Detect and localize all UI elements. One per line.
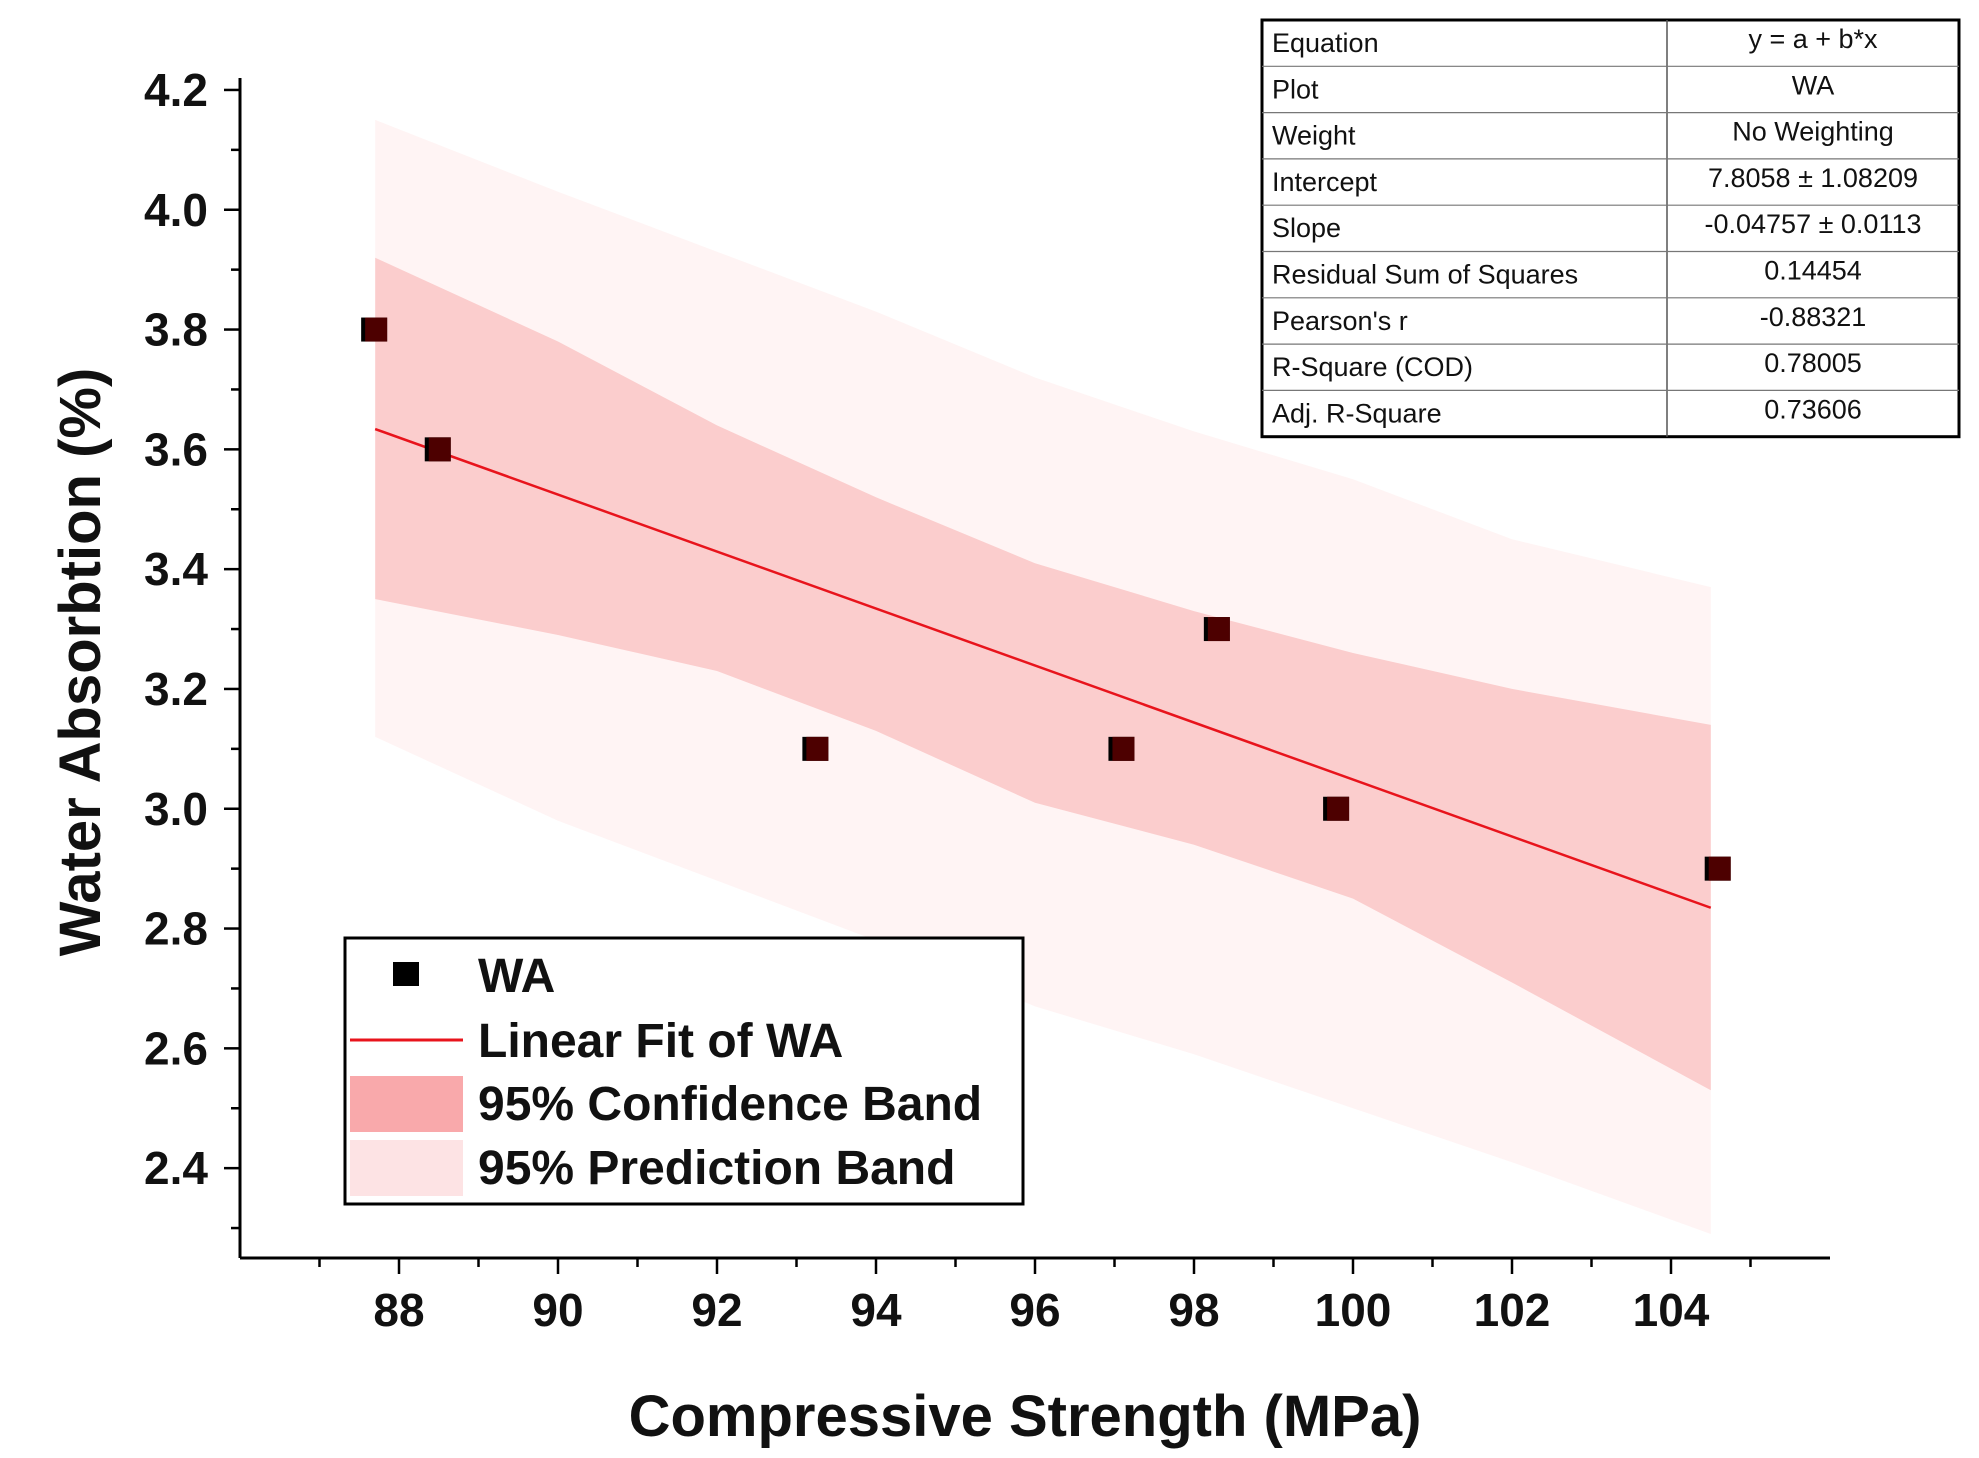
x-tick-label: 100 (1315, 1284, 1392, 1336)
data-point-overlay (365, 317, 388, 342)
y-tick-label: 3.0 (144, 783, 208, 835)
stats-key: Residual Sum of Squares (1272, 260, 1578, 290)
data-point (1108, 736, 1135, 761)
legend-label: 95% Confidence Band (478, 1078, 982, 1131)
y-tick-label: 3.4 (144, 543, 208, 595)
data-point (1203, 617, 1230, 642)
stats-value: No Weighting (1732, 117, 1894, 147)
y-tick-label: 4.2 (144, 64, 208, 116)
y-tick-label: 2.4 (144, 1142, 208, 1194)
axes-layer: 2.4 2.6 2.8 3.0 3.2 3.4 3.6 3.8 4.0 4.2 88 90 92 94 96… (144, 64, 1830, 1336)
stats-key: Adj. R-Square (1272, 398, 1442, 428)
data-point-overlay (806, 736, 829, 761)
stats-value: -0.04757 ± 0.0113 (1705, 209, 1922, 239)
points-layer (361, 317, 1731, 881)
legend-label: WA (478, 950, 555, 1003)
legend-label: Linear Fit of WA (478, 1015, 843, 1068)
stats-value: WA (1792, 70, 1835, 100)
data-point (1704, 856, 1731, 881)
data-point-overlay (1327, 796, 1350, 821)
x-tick-label: 102 (1474, 1284, 1551, 1336)
stats-key: Intercept (1272, 167, 1378, 197)
legend: WA Linear Fit of WA 95% Confidence Band 95%… (343, 936, 1025, 1206)
data-point (802, 736, 829, 761)
stats-value: y = a + b*x (1748, 24, 1878, 54)
stats-value: 0.14454 (1764, 256, 1862, 286)
data-point (361, 317, 388, 342)
x-tick-label: 92 (691, 1284, 742, 1336)
data-point-overlay (428, 437, 451, 462)
data-point-overlay (1708, 856, 1731, 881)
bands-layer (375, 119, 1711, 1234)
stats-table: Equation y = a + b*x Plot WA Weight No Weight… (1260, 18, 1961, 439)
y-tick-label: 3.2 (144, 663, 208, 715)
legend-label: 95% Prediction Band (478, 1142, 955, 1195)
y-tick-label: 4.0 (144, 184, 208, 236)
stats-table-frame (1260, 18, 1961, 439)
fit-layer (374, 427, 1712, 909)
x-tick-label: 90 (532, 1284, 583, 1336)
data-point-overlay (1207, 617, 1230, 642)
stats-key: Weight (1272, 121, 1356, 151)
x-tick-label: 104 (1633, 1284, 1710, 1336)
stats-key: R-Square (COD) (1272, 352, 1473, 382)
confidence-band (375, 257, 1711, 1091)
stats-value: 0.73606 (1764, 394, 1862, 424)
x-axis-title: Compressive Strength (MPa) (629, 1384, 1422, 1449)
stats-key: Slope (1272, 213, 1341, 243)
stats-key: Pearson's r (1272, 306, 1408, 336)
data-point (424, 437, 451, 462)
y-tick-label: 3.6 (144, 423, 208, 475)
y-tick-label: 2.6 (144, 1022, 208, 1074)
stats-value: 0.78005 (1764, 348, 1862, 378)
x-tick-label: 94 (850, 1284, 902, 1336)
stats-key: Equation (1272, 28, 1379, 58)
x-tick-label: 88 (373, 1284, 424, 1336)
x-tick-label: 98 (1168, 1284, 1219, 1336)
stats-value: 7.8058 ± 1.08209 (1708, 163, 1918, 193)
data-point (1323, 796, 1350, 821)
y-tick-label: 2.8 (144, 903, 208, 955)
stats-value: -0.88321 (1760, 302, 1867, 332)
legend-symbol-prediction (350, 1140, 463, 1196)
y-tick-label: 3.8 (144, 304, 208, 356)
legend-symbol-confidence (350, 1076, 463, 1132)
x-tick-label: 96 (1009, 1284, 1060, 1336)
y-axis-title: Water Absorbtion (%) (48, 368, 113, 957)
legend-symbol-square (393, 962, 419, 986)
data-point-overlay (1112, 736, 1135, 761)
linear-fit-line (374, 427, 1712, 909)
stats-key: Plot (1272, 74, 1319, 104)
